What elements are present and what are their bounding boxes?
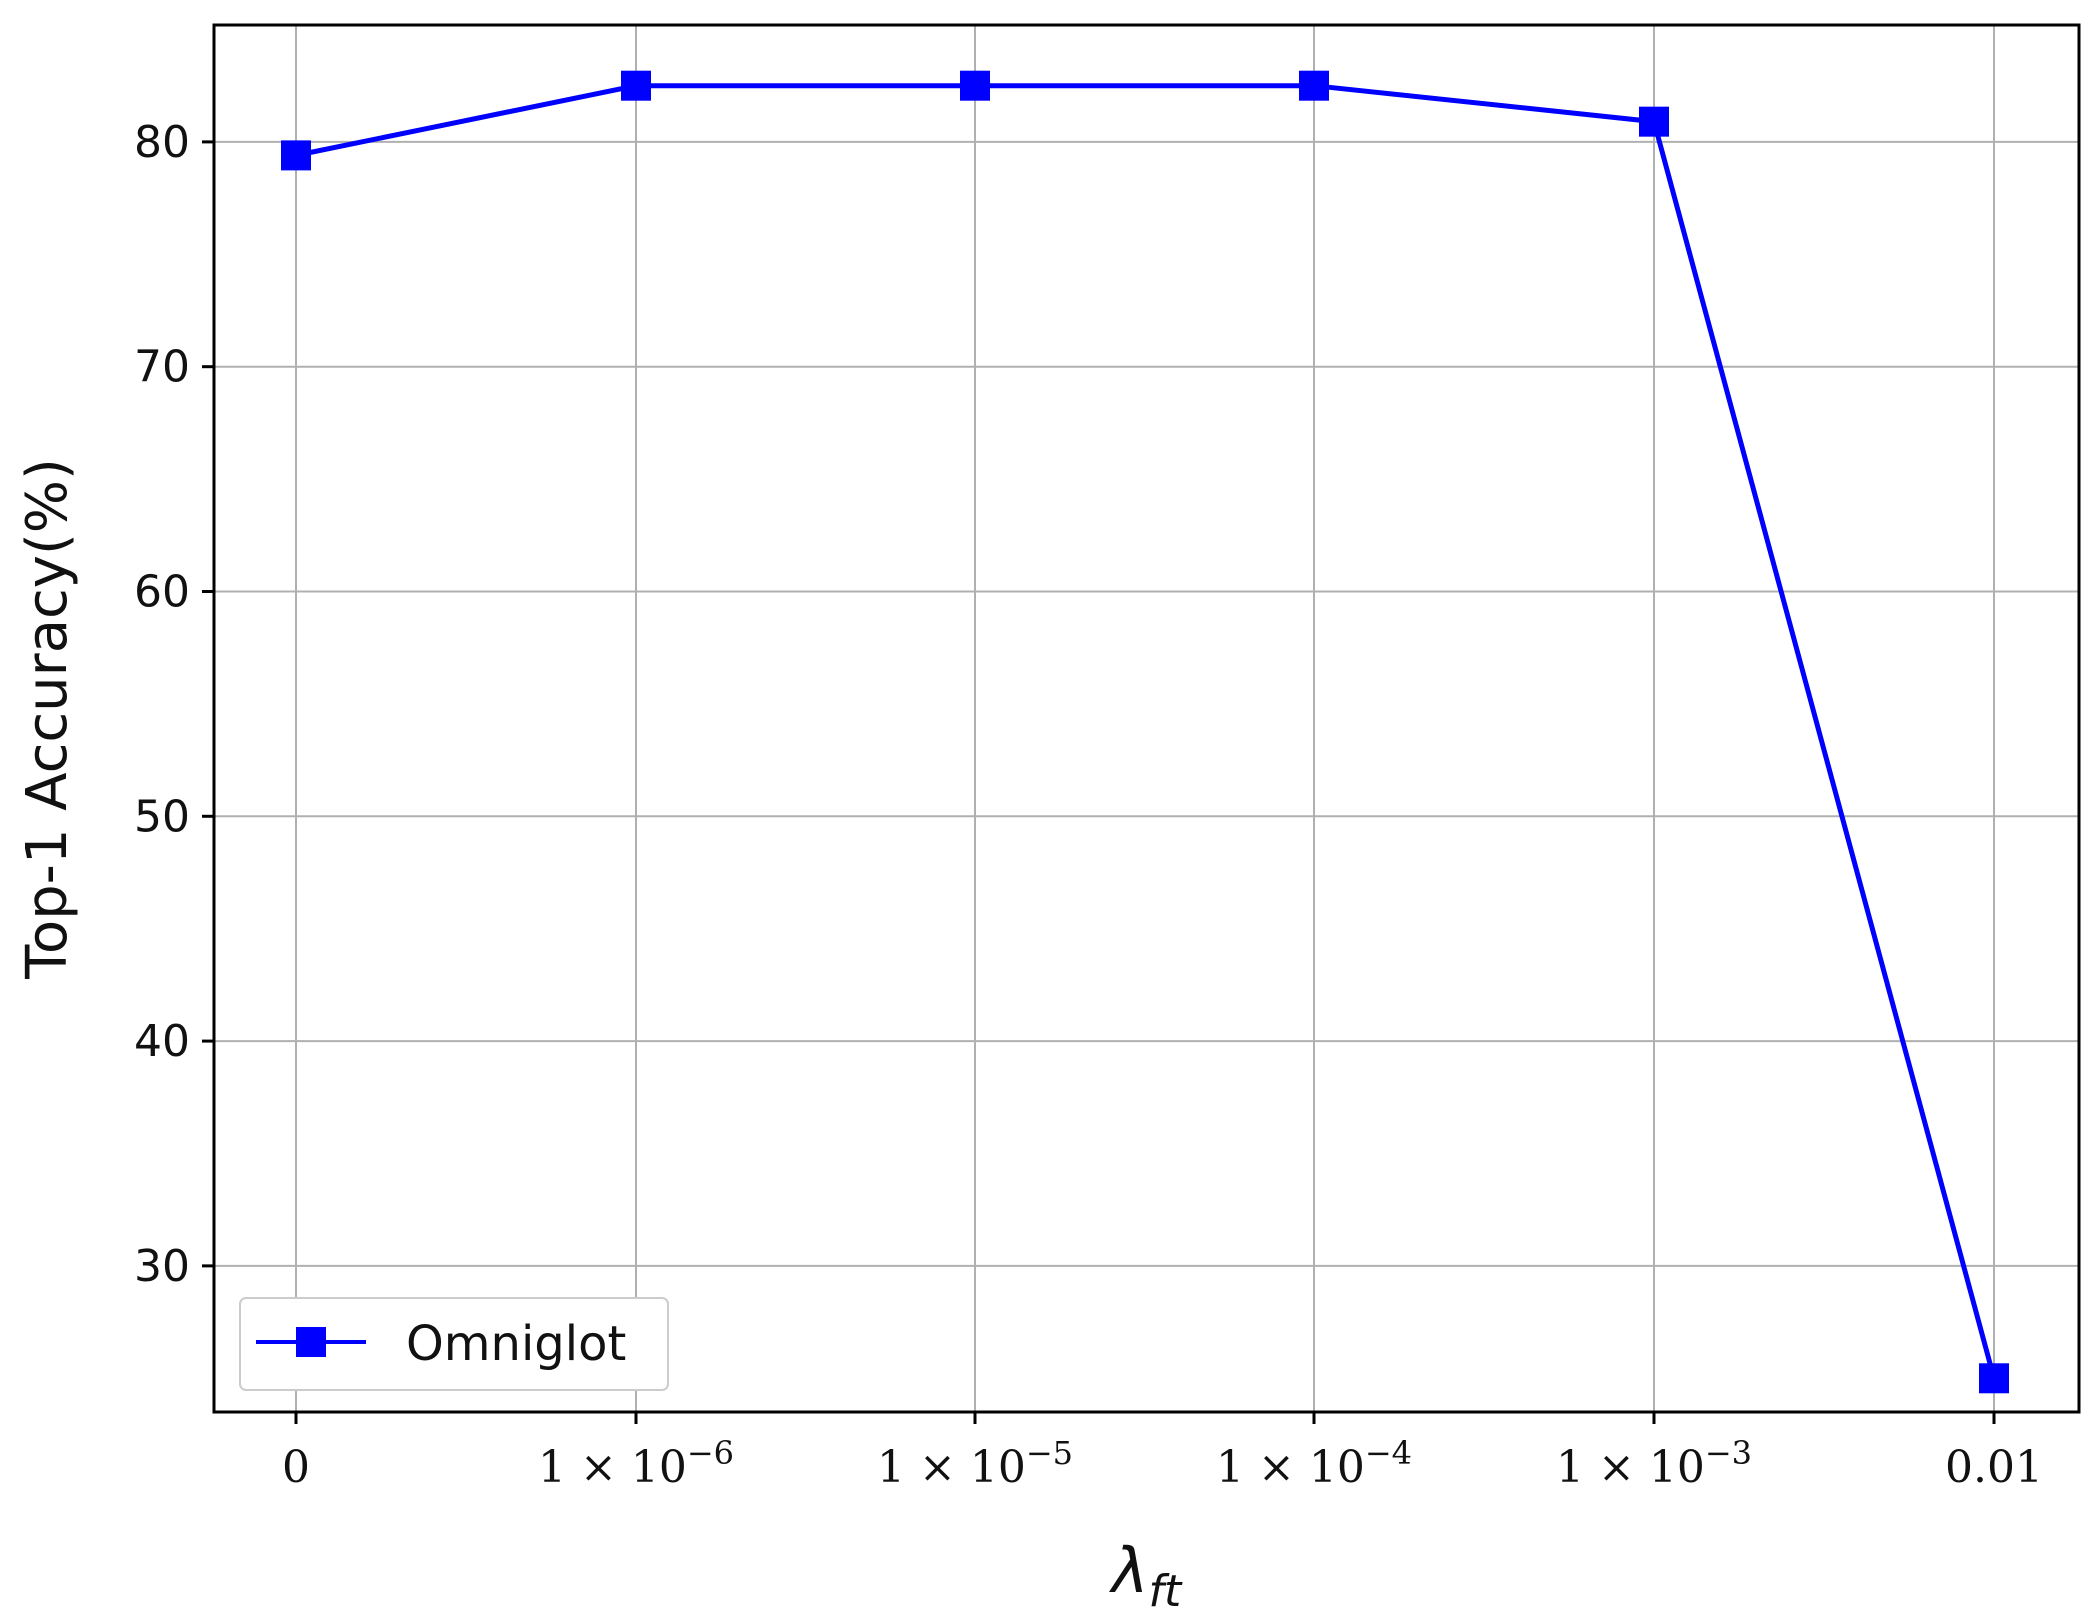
series-omniglot bbox=[281, 70, 2009, 1394]
data-point-4 bbox=[1639, 106, 1669, 137]
series-line bbox=[295, 83, 1997, 1379]
x-tick-label-1: 1 × 10−6 bbox=[538, 1434, 734, 1493]
data-point-3 bbox=[1299, 70, 1329, 101]
legend-box bbox=[239, 1297, 669, 1391]
x-tick-label-5: 0.01 bbox=[1945, 1442, 2043, 1493]
y-axis-ticks: 30 40 50 60 70 80 bbox=[134, 117, 214, 1292]
y-axis-title: Top-1 Accuracy(%) bbox=[15, 458, 80, 980]
x-tick-label-4: 1 × 10−3 bbox=[1556, 1434, 1752, 1493]
legend-entry-label: Omniglot bbox=[406, 1316, 626, 1372]
data-point-5 bbox=[1979, 1363, 2009, 1394]
y-tick-label-40: 40 bbox=[134, 1016, 190, 1067]
x-tick-label-3: 1 × 10−4 bbox=[1216, 1434, 1412, 1493]
grid-lines bbox=[214, 25, 2079, 1412]
x-axis-ticks: 0 1 × 10−6 1 × 10−5 1 × 10−4 1 × 10−3 0.01 bbox=[282, 1412, 2043, 1493]
plot-frame bbox=[212, 23, 2081, 1414]
x-tick-label-0: 0 bbox=[282, 1442, 310, 1493]
data-point-2 bbox=[960, 70, 990, 101]
data-point-0 bbox=[281, 140, 311, 171]
x-axis-title-symbol: λ bbox=[1109, 1534, 1149, 1607]
y-tick-label-60: 60 bbox=[134, 566, 190, 617]
legend-marker-square bbox=[296, 1327, 326, 1357]
data-point-1 bbox=[621, 70, 651, 101]
x-tick-label-2: 1 × 10−5 bbox=[877, 1434, 1073, 1493]
y-tick-label-70: 70 bbox=[134, 342, 190, 393]
y-tick-label-30: 30 bbox=[134, 1241, 190, 1292]
x-axis-title-subscript: ft bbox=[1148, 1566, 1182, 1617]
y-tick-label-80: 80 bbox=[134, 117, 190, 168]
y-tick-label-50: 50 bbox=[134, 791, 190, 842]
legend: Omniglot bbox=[239, 1297, 669, 1391]
x-axis-title: λft bbox=[1109, 1534, 1183, 1617]
